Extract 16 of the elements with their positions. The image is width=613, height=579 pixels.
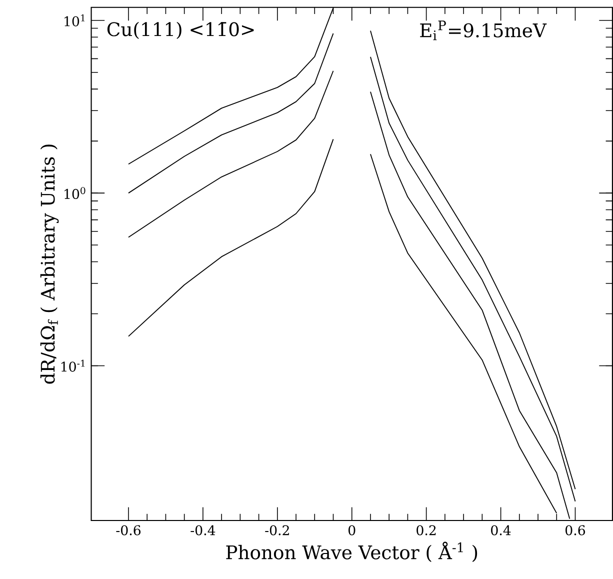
x-tick-label: 0.4	[491, 525, 511, 536]
y-tick-label: 10$^{-1}$	[61, 360, 85, 372]
line-series	[128, 138, 334, 337]
x-axis-title: Phonon Wave Vector ( Å$^{-1}$ )	[226, 542, 478, 562]
annotation: Cu(111) <11̄0>	[107, 22, 254, 40]
y-tick-label: 10$^{1}$	[64, 14, 85, 26]
x-tick-label: -0.2	[265, 525, 289, 536]
y-axis-title: dR/dΩ$_{f}$ ( Arbitrary Units )	[40, 144, 59, 384]
line-series	[128, 70, 334, 238]
annotation: E$_{i}$$^{P}$=9.15meV	[420, 20, 547, 40]
x-tick-label: -0.4	[190, 525, 216, 536]
x-tick-label: -0.6	[116, 525, 141, 536]
y-tick-label: 10$^{0}$	[64, 187, 86, 200]
x-tick-label: 0.2	[416, 525, 436, 536]
x-tick-label: 0	[348, 525, 356, 536]
x-tick-label: 0.6	[566, 525, 586, 536]
